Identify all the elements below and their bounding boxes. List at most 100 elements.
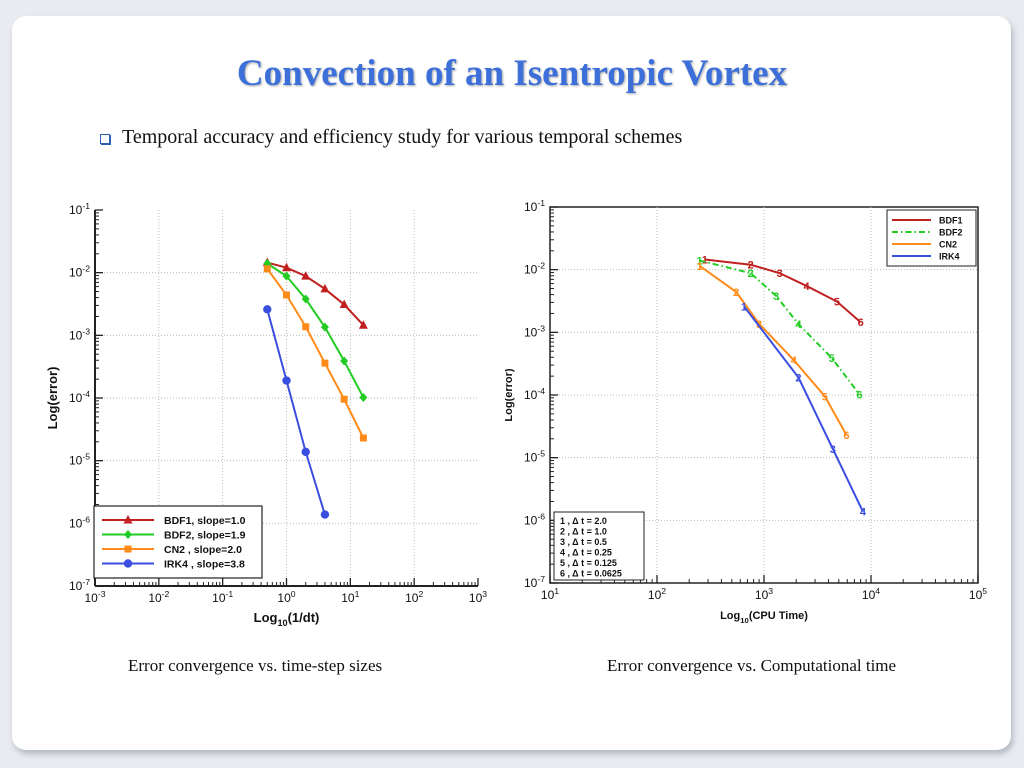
y-tick-label: 10-7 (69, 577, 90, 593)
data-point (359, 392, 368, 402)
data-point-label: 2 (748, 260, 754, 272)
legend-label: IRK4 (939, 252, 960, 262)
legend-marker (123, 515, 133, 524)
x-tick-label: 101 (541, 586, 559, 602)
legend-label: BDF1, slope=1.0 (164, 515, 246, 527)
series-line (266, 309, 326, 515)
y-tick-label: 10-3 (69, 326, 90, 342)
legend-label: IRK4 , slope=3.8 (164, 559, 245, 571)
dt-legend-entry: 5 , Δ t = 0.125 (560, 558, 617, 568)
data-point-label: 4 (804, 281, 811, 293)
dt-legend-entry: 2 , Δ t = 1.0 (560, 527, 607, 537)
data-point (358, 320, 368, 329)
x-tick-label: 103 (755, 586, 773, 602)
data-point (340, 395, 348, 403)
data-point-label: 6 (843, 430, 849, 442)
data-point (301, 447, 310, 457)
y-tick-label: 10-7 (524, 574, 545, 590)
legend-label: BDF1 (939, 216, 963, 226)
data-point-label: 4 (791, 355, 798, 367)
data-point (321, 359, 329, 367)
data-point-label: 1 (697, 261, 703, 273)
y-tick-label: 10-1 (69, 201, 90, 217)
y-tick-label: 10-2 (69, 264, 90, 280)
data-point-label: 1 (741, 301, 747, 313)
chart-error-vs-dt: 10-3 10-2 10-1 100 101 102 103 10-7 10-6 10-5 10-4… (45, 201, 487, 628)
dt-legend-box (553, 511, 645, 581)
x-tick-label: 10-1 (212, 589, 233, 605)
slide-title: Convection of an Isentropic Vortex (236, 53, 788, 94)
y-tick-label: 10-4 (524, 386, 545, 402)
dt-legend-entry: 3 , Δ t = 0.5 (560, 537, 607, 547)
bullet-point: Temporal accuracy and efficiency study f… (100, 126, 682, 149)
data-point (301, 294, 310, 304)
data-point-label: 2 (748, 268, 754, 280)
x-tick-label: 102 (405, 589, 423, 605)
series-line (266, 268, 365, 439)
x-tick-label: 100 (277, 589, 295, 605)
x-tick-label: 105 (969, 586, 987, 602)
bullet-text: Temporal accuracy and efficiency study f… (122, 126, 683, 148)
data-point-label: 3 (830, 444, 836, 456)
y-tick-label: 10-5 (524, 449, 545, 465)
x-tick-label: 102 (648, 586, 666, 602)
data-point-label: 5 (822, 391, 828, 403)
y-tick-label: 10-1 (524, 198, 545, 214)
legend-box (886, 209, 977, 267)
x-tick-label: 10-3 (84, 589, 105, 605)
data-point-label: 5 (834, 297, 840, 309)
data-point-label: 5 (829, 353, 835, 365)
x-tick-label: 101 (341, 589, 359, 605)
caption-left: Error convergence vs. time-step sizes (128, 656, 383, 675)
data-point-label: 4 (795, 319, 802, 331)
x-tick-label: 103 (469, 589, 487, 605)
data-point (263, 305, 272, 314)
data-point (282, 271, 291, 281)
x-axis-label: Log10(1/dt) (254, 610, 320, 628)
x-axis-label: Log10(CPU Time) (720, 610, 808, 625)
series-line (698, 265, 848, 436)
legend-marker (124, 545, 132, 553)
data-point (282, 376, 291, 385)
data-point (320, 322, 329, 332)
data-point-label: 2 (795, 373, 801, 385)
legend-box (93, 505, 263, 579)
dt-legend-entry: 1 , Δ t = 2.0 (560, 516, 607, 526)
x-tick-label: 104 (862, 586, 880, 602)
data-point-label: 3 (773, 291, 779, 303)
legend-label: CN2 , slope=2.0 (164, 544, 242, 556)
series-line (743, 305, 864, 512)
data-point (302, 323, 310, 331)
data-point-label: 6 (858, 317, 864, 329)
chart-error-vs-cpu-time: 101 102 103 104 105 10-7 10-6 10-5 10-4 10-3 10-2 1… (505, 198, 987, 625)
legend-label: BDF2 (939, 228, 963, 238)
data-point (359, 434, 367, 442)
data-point-label: 2 (733, 287, 739, 299)
y-tick-label: 10-2 (524, 261, 545, 277)
dt-legend-entry: 4 , Δ t = 0.25 (560, 548, 612, 558)
caption-right: Error convergence vs. Computational time (607, 656, 897, 675)
square-bullet-icon (100, 133, 110, 144)
y-tick-label: 10-6 (69, 514, 90, 530)
x-tick-label: 10-2 (148, 589, 169, 605)
data-point (339, 299, 349, 309)
data-point (340, 356, 349, 366)
y-tick-label: 10-4 (69, 389, 90, 405)
data-point-label: 6 (856, 389, 862, 401)
y-axis-label: Log(error) (45, 367, 60, 430)
data-point (263, 265, 271, 273)
series-line (699, 259, 861, 396)
legend-label: BDF2, slope=1.9 (164, 530, 246, 542)
legend-label: CN2 (939, 240, 957, 250)
y-tick-label: 10-5 (69, 452, 90, 468)
data-point-label: 1 (702, 255, 708, 267)
dt-legend-entry: 6 , Δ t = 0.0625 (560, 569, 622, 579)
data-point-label: 1 (697, 256, 703, 268)
data-point (320, 283, 330, 293)
y-axis-label: Log(error) (505, 368, 515, 422)
data-point (320, 510, 330, 519)
data-point (282, 262, 291, 272)
y-tick-label: 10-6 (524, 511, 545, 527)
data-point-label: 3 (777, 268, 783, 280)
legend-marker (123, 559, 133, 568)
